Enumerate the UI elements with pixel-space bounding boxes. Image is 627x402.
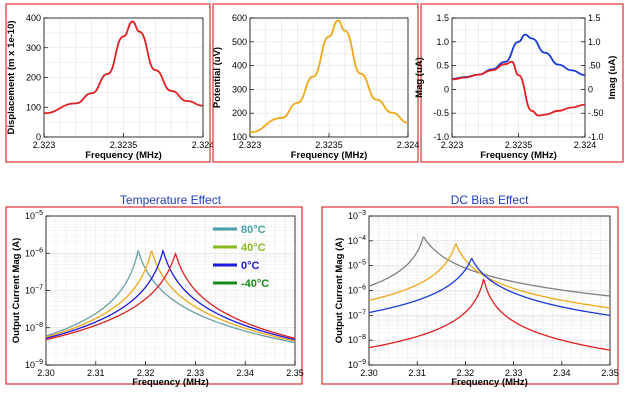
y-tick-label: -1.0 <box>433 132 449 142</box>
legend-label: -40°C <box>241 278 269 290</box>
x-tick-label: 2.34 <box>553 368 571 378</box>
chart-title: DC Bias Effect <box>451 193 529 207</box>
x-tick-label: 2.35 <box>286 368 304 378</box>
y-tick-label: 1.5 <box>436 13 449 23</box>
x-tick-label: 2.324 <box>574 140 597 150</box>
series-line-bias-4 <box>368 278 611 351</box>
y-tick-label: 10−6 <box>348 285 366 296</box>
y-right-tick-label: -1.0 <box>588 132 604 142</box>
y-tick-label: 400 <box>232 61 247 71</box>
y-tick-label: 10−4 <box>348 235 366 246</box>
y-axis-label: Output Current Mag (A) <box>334 238 345 344</box>
x-tick-label: 2.32 <box>137 368 155 378</box>
panel-frame <box>420 3 624 163</box>
chart-current-mag-imag: 2.323 2.3235 2.324-1.0-0.500.51.01.5-1.0-.… <box>414 3 624 163</box>
x-tick-label: 2.3235 <box>315 140 343 150</box>
series-line-imag <box>451 60 586 117</box>
series-line-displacement <box>43 20 204 115</box>
x-tick-label: 2.30 <box>360 368 378 378</box>
series-line-bias-1 <box>368 236 611 297</box>
y-right-tick-label: 0 <box>588 84 593 94</box>
y-axis-label: Mag (uA) <box>414 57 425 98</box>
x-tick-label: 2.31 <box>408 368 426 378</box>
x-tick-label: 2.324 <box>397 140 420 150</box>
y-tick-label: -0.5 <box>433 108 449 118</box>
chart-dc-bias-effect: DC Bias Effect 2.30 2.31 2.32 2.33 2.34 2.35 10… <box>321 193 619 388</box>
y-tick-label: 100 <box>232 132 247 142</box>
x-axis-label: Frequency (MHz) <box>85 150 162 161</box>
y-tick-label: 10−7 <box>348 309 366 320</box>
y-tick-label: 10−7 <box>25 285 43 296</box>
series-line-80-c <box>45 249 296 344</box>
x-tick-label: 2.33 <box>187 368 205 378</box>
y-right-tick-label: 1.0 <box>588 37 601 47</box>
y-tick-label: 10−8 <box>348 334 366 345</box>
series-line-bias-3 <box>368 257 611 316</box>
x-tick-label: 2.323 <box>441 140 464 150</box>
legend-label: 40°C <box>241 242 266 254</box>
chart-potential: 2.323 2.3235 2.324 100 200 300 400 500 600 Freque… <box>212 3 420 163</box>
x-tick-label: 2.32 <box>457 368 475 378</box>
x-tick-label: 2.33 <box>505 368 523 378</box>
y-tick-label: 0.5 <box>436 61 449 71</box>
series-line--40-c <box>45 251 296 341</box>
y-axis-label: Displacement (m x 1e-10) <box>6 20 17 134</box>
y-tick-label: 10−5 <box>25 210 43 221</box>
y-tick-label: 200 <box>26 73 41 83</box>
y-tick-label: 10−9 <box>348 359 366 370</box>
y-tick-label: 300 <box>232 84 247 94</box>
x-tick-label: 2.31 <box>87 368 105 378</box>
series-line-bias-2 <box>368 242 611 309</box>
y-axis-label: Potential (uV) <box>212 47 223 108</box>
y-tick-label: 200 <box>232 108 247 118</box>
y-right-tick-label: 1.5 <box>588 13 601 23</box>
y-tick-label: 600 <box>232 13 247 23</box>
series-line-0-c <box>45 248 296 341</box>
y-tick-label: 10−6 <box>25 247 43 258</box>
legend-label: 0°C <box>241 260 260 272</box>
x-tick-label: 2.323 <box>239 140 262 150</box>
x-tick-label: 2.34 <box>236 368 254 378</box>
series-line-potential <box>249 19 409 134</box>
panel-frame <box>5 3 211 163</box>
y-tick-label: 1.0 <box>436 37 449 47</box>
legend: 80°C 40°C 0°C -40°C <box>213 224 269 290</box>
x-tick-label: 2.3235 <box>110 140 138 150</box>
panel-frame <box>5 206 303 385</box>
x-tick-label: 2.35 <box>601 368 619 378</box>
panel-frame <box>212 3 419 163</box>
x-tick-label: 2.323 <box>33 140 56 150</box>
x-tick-label: 2.30 <box>37 368 55 378</box>
x-axis-label: Frequency (MHz) <box>291 150 368 161</box>
y-tick-label: 10−8 <box>25 322 43 333</box>
y-tick-label: 300 <box>26 43 41 53</box>
x-axis-label: Frequency (MHz) <box>132 377 209 388</box>
y-right-tick-label: -.50 <box>588 108 604 118</box>
y-tick-label: 10−9 <box>25 359 43 370</box>
y-tick-label: 10−5 <box>348 260 366 271</box>
y-tick-label: 500 <box>232 37 247 47</box>
y-tick-label: 0 <box>36 132 41 142</box>
y-tick-label: 10−3 <box>348 210 366 221</box>
y-right-tick-label: .50 <box>588 61 601 71</box>
series-line-40-c <box>45 249 296 342</box>
x-tick-label: 2.324 <box>192 140 215 150</box>
x-tick-label: 2.3235 <box>505 140 533 150</box>
x-axis-label: Frequency (MHz) <box>451 377 528 388</box>
y-right-axis-label: Imag (uA) <box>607 56 618 100</box>
y-tick-label: 100 <box>26 102 41 112</box>
y-tick-label: 400 <box>26 13 41 23</box>
chart-temperature-effect: Temperature Effect 2.30 2.31 2.32 2.33 2.34 2.… <box>5 193 304 388</box>
panel-frame <box>321 206 619 385</box>
chart-displacement: 2.323 2.3235 2.324 0 100 200 300 400 Frequency (… <box>5 3 215 163</box>
y-tick-label: 0 <box>444 84 449 94</box>
x-axis-label: Frequency (MHz) <box>480 150 557 161</box>
chart-title: Temperature Effect <box>120 193 222 207</box>
y-axis-label: Output Current Mag (A) <box>11 238 22 344</box>
legend-label: 80°C <box>241 224 266 236</box>
